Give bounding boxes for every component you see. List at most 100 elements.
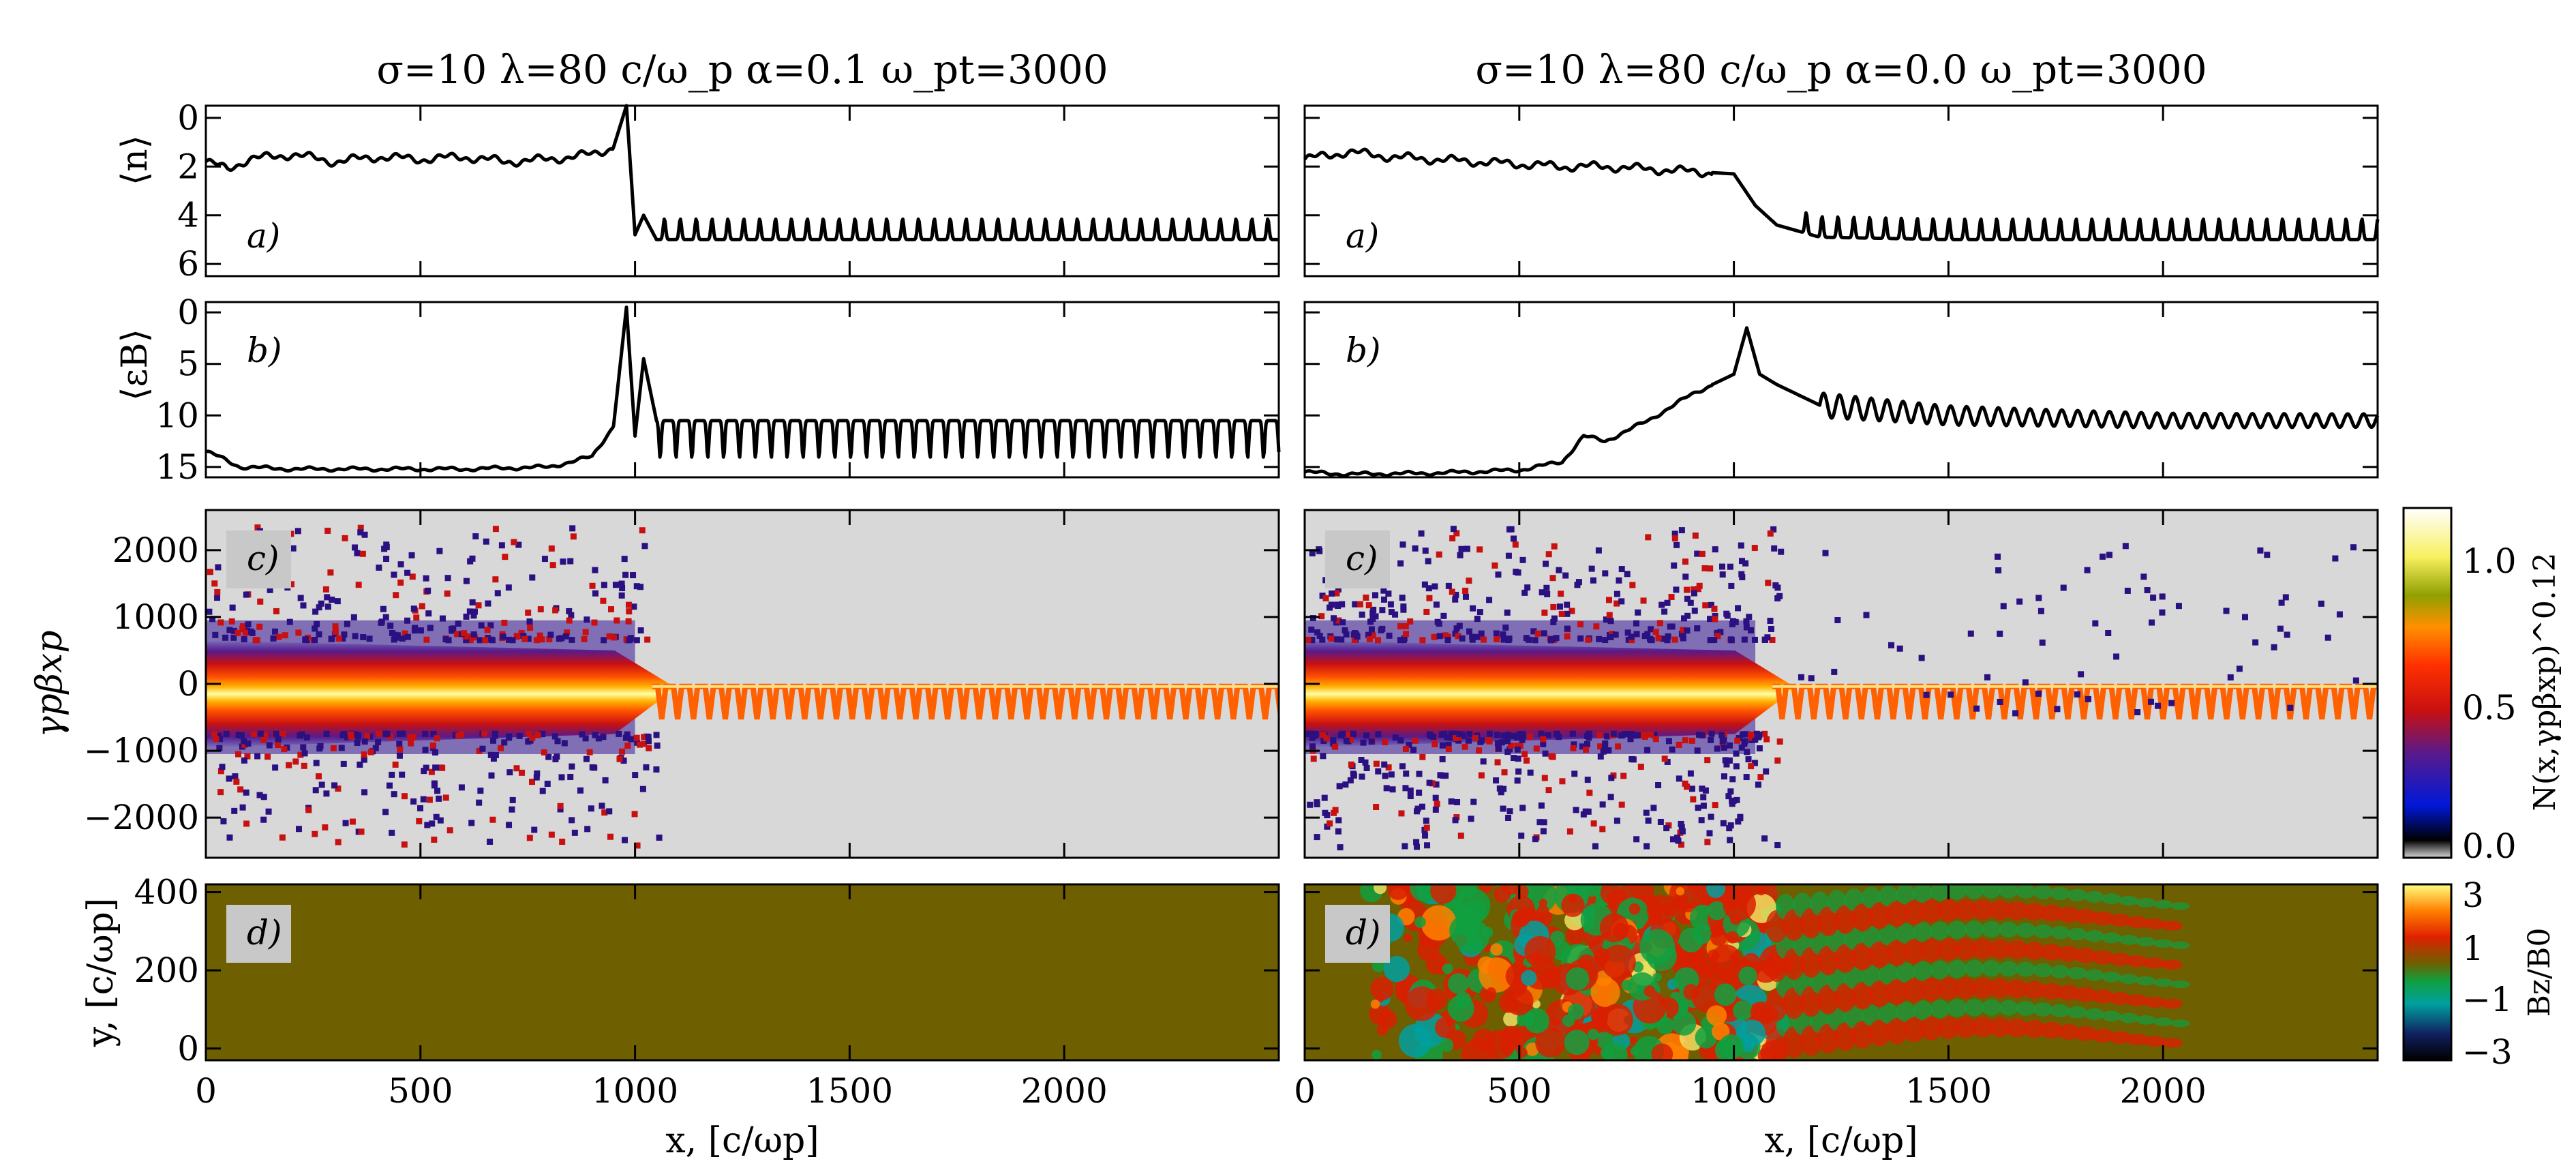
y-tick-label: 5: [177, 344, 199, 384]
phase-particle: [1472, 734, 1479, 741]
phase-particle: [1449, 588, 1455, 595]
x-tick-label: 500: [388, 1071, 453, 1111]
phase-particle: [1689, 737, 1696, 744]
phase-particle: [1406, 741, 1412, 748]
phase-particle: [1532, 637, 1539, 644]
phase-particle: [404, 569, 411, 576]
ylabel-a: ⟨n⟩: [115, 135, 155, 185]
field-cell: [1608, 894, 1620, 906]
phase-particle: [367, 749, 374, 755]
field-filament: [1954, 1016, 1977, 1038]
phase-particle: [391, 791, 397, 798]
phase-particle: [559, 838, 566, 845]
panel-tag: a): [1346, 216, 1379, 256]
phase-particle: [622, 734, 629, 741]
phase-particle: [1481, 636, 1487, 643]
phase-particle: [316, 604, 322, 611]
panel-frame: [1303, 883, 2379, 1062]
panel-tag: b): [247, 331, 282, 370]
phase-particle: [327, 569, 334, 576]
field-filament: [1834, 905, 1857, 934]
phase-particle: [1388, 771, 1395, 778]
phase-particle: [1320, 753, 1327, 760]
field-filament: [1965, 999, 1984, 1017]
phase-particle: [1407, 788, 1414, 794]
phase-particle: [241, 757, 247, 764]
phase-particle: [1645, 534, 1652, 541]
field-filament: [2074, 909, 2097, 924]
phase-particle: [533, 637, 540, 644]
phase-particle: [1375, 637, 1382, 644]
phase-particle: [215, 732, 222, 739]
phase-particle: [539, 788, 546, 794]
phase-particle: [1348, 761, 1354, 768]
phase-particle: [1579, 743, 1586, 750]
panel-b-right: b): [1303, 301, 2380, 479]
phase-particle: [264, 753, 271, 760]
phase-particle: [301, 750, 308, 757]
phase-particle: [1342, 627, 1348, 634]
phase-particle: [297, 595, 304, 601]
field-cell: [1591, 1008, 1605, 1022]
field-filament: [2092, 1028, 2115, 1043]
phase-particle: [600, 734, 607, 740]
phase-particle: [584, 826, 591, 833]
phase-particle: [359, 550, 366, 557]
phase-particle: [533, 774, 540, 781]
phase-particle: [471, 608, 478, 615]
phase-particle: [569, 817, 575, 824]
phase-particle: [1414, 843, 1421, 850]
phase-particle: [1822, 550, 1829, 556]
phase-particle: [1558, 610, 1565, 617]
phase-particle: [1466, 628, 1472, 635]
field-filament: [1834, 944, 1857, 973]
field-filament: [1920, 977, 1943, 1002]
phase-particle: [463, 637, 470, 644]
panel-c-right: c): [1303, 509, 2379, 859]
phase-particle: [627, 635, 634, 642]
phase-particle: [516, 732, 523, 739]
phase-particle: [1432, 806, 1439, 813]
phase-particle: [1493, 777, 1500, 784]
phase-particle: [529, 734, 536, 741]
phase-particle: [1738, 558, 1745, 565]
phase-particle: [1667, 623, 1673, 630]
panel-frame: [1303, 301, 2379, 479]
phase-particle: [1519, 736, 1526, 743]
field-cell: [1524, 1008, 1549, 1034]
phase-particle: [1327, 604, 1333, 611]
field-cell: [1643, 985, 1656, 998]
field-cell: [1374, 884, 1387, 895]
phase-particle: [1613, 590, 1620, 597]
phase-particle: [1335, 828, 1342, 835]
phase-particle: [526, 730, 532, 737]
phase-particle: [1432, 794, 1439, 801]
phase-particle: [562, 633, 569, 640]
phase-particle: [630, 572, 637, 579]
phase-particle: [1767, 530, 1774, 537]
phase-particle: [231, 627, 238, 634]
phase-particle: [1831, 668, 1838, 675]
phase-particle: [515, 541, 522, 548]
phase-particle: [569, 525, 576, 532]
phase-particle: [430, 730, 437, 737]
phase-particle: [1618, 566, 1625, 573]
phase-particle: [1647, 635, 1654, 642]
phase-particle: [444, 590, 451, 597]
field-cell: [1479, 884, 1493, 893]
phase-particle: [360, 634, 367, 641]
phase-particle: [1494, 759, 1501, 766]
phase-particle: [1512, 541, 1519, 548]
phase-particle: [1506, 526, 1513, 533]
field-cell: [1448, 973, 1469, 994]
phase-particle: [211, 580, 218, 587]
phase-particle: [616, 730, 622, 737]
phase-particle: [525, 635, 532, 642]
phase-particle: [1476, 747, 1483, 754]
phase-particle: [1448, 798, 1455, 805]
phase-particle: [1324, 823, 1331, 830]
field-filament: [2074, 987, 2097, 1002]
phase-particle: [335, 839, 342, 845]
phase-particle: [1514, 777, 1521, 784]
phase-particle: [316, 773, 322, 780]
